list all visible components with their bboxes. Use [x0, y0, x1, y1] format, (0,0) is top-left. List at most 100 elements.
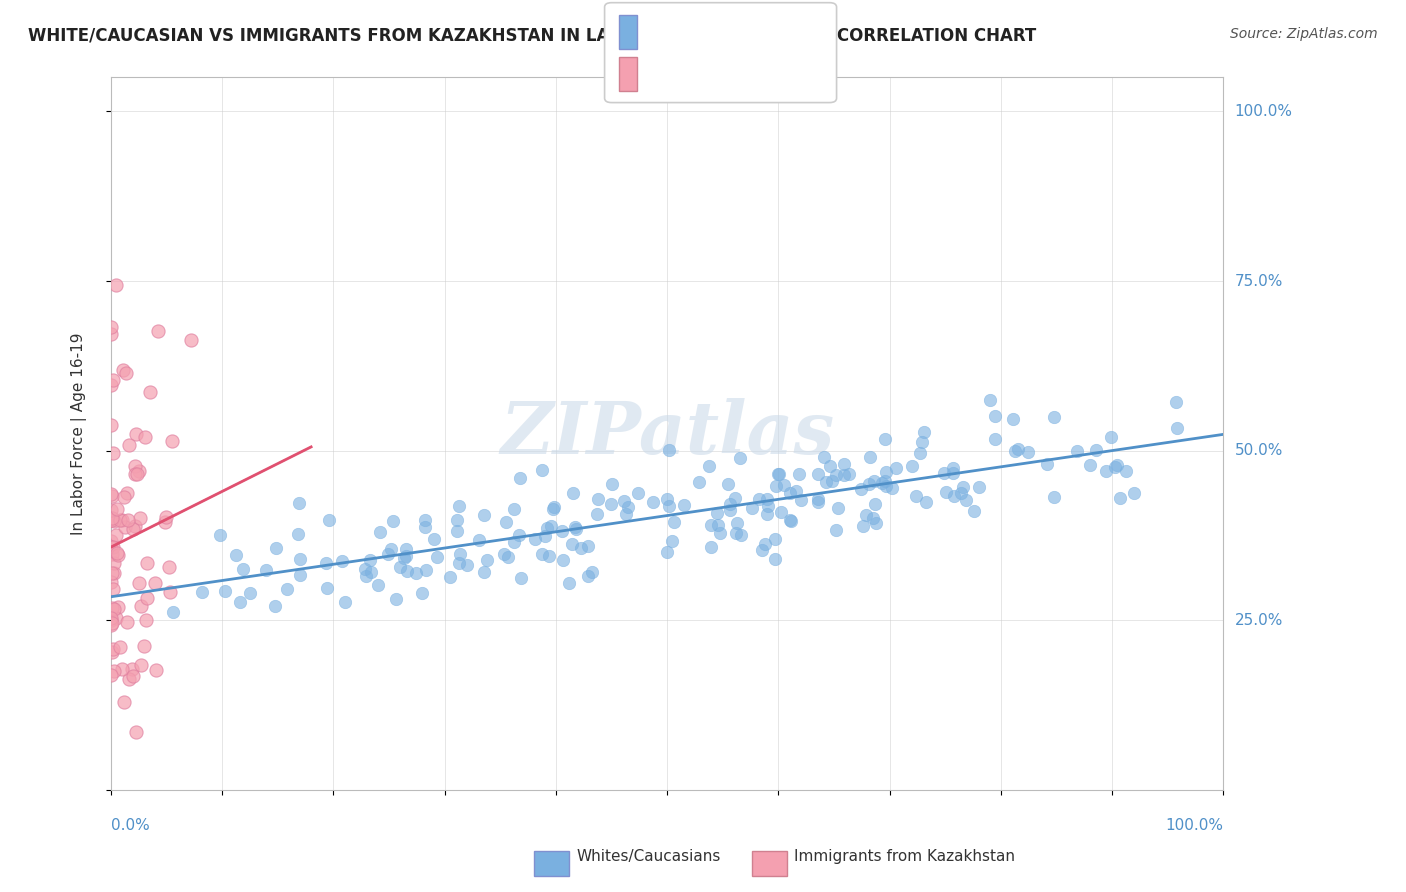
- Point: [832, 467, 855, 482]
- Point: [700, 517, 723, 532]
- Point: [859, 450, 882, 464]
- Point: [530, 547, 553, 561]
- Text: Immigrants from Kazakhstan: Immigrants from Kazakhstan: [794, 849, 1015, 863]
- Point: [756, 508, 779, 522]
- Point: [858, 477, 880, 491]
- Point: [534, 528, 557, 542]
- Point: [1085, 442, 1108, 457]
- Point: [125, 467, 148, 481]
- Point: [105, 277, 128, 292]
- Text: 0.905: 0.905: [686, 45, 742, 62]
- Point: [100, 540, 122, 554]
- Point: [825, 467, 848, 482]
- Point: [124, 518, 146, 533]
- Point: [569, 541, 592, 555]
- Point: [333, 595, 356, 609]
- Point: [359, 553, 381, 567]
- Point: [880, 481, 903, 495]
- Point: [474, 508, 496, 523]
- Point: [914, 494, 936, 508]
- Point: [728, 450, 751, 465]
- Point: [129, 657, 152, 672]
- Point: [101, 600, 124, 615]
- Point: [287, 496, 309, 510]
- Point: [101, 446, 124, 460]
- Point: [103, 602, 125, 616]
- Point: [617, 500, 640, 514]
- Point: [360, 565, 382, 579]
- Point: [124, 467, 146, 481]
- Point: [155, 510, 177, 524]
- Point: [385, 592, 408, 607]
- Point: [100, 534, 122, 549]
- Point: [101, 373, 124, 387]
- Point: [160, 434, 183, 449]
- Point: [103, 641, 125, 656]
- Point: [657, 492, 679, 507]
- Point: [1042, 490, 1064, 504]
- Point: [315, 556, 337, 570]
- Point: [101, 512, 124, 526]
- Point: [807, 492, 830, 507]
- Point: [191, 584, 214, 599]
- Text: 0.0%: 0.0%: [111, 819, 149, 833]
- Point: [117, 615, 139, 630]
- Point: [449, 499, 471, 513]
- Point: [741, 500, 763, 515]
- Point: [614, 507, 637, 521]
- Point: [952, 480, 974, 494]
- Point: [101, 582, 124, 597]
- Point: [1104, 460, 1126, 475]
- Point: [100, 566, 122, 580]
- Point: [509, 571, 531, 585]
- Point: [627, 486, 650, 500]
- Point: [855, 508, 877, 523]
- Point: [870, 475, 893, 490]
- Point: [536, 521, 558, 535]
- Point: [107, 600, 129, 615]
- Point: [136, 556, 159, 570]
- Text: 100.0%: 100.0%: [1166, 819, 1223, 833]
- Point: [725, 516, 748, 530]
- Point: [330, 553, 353, 567]
- Point: [276, 582, 298, 596]
- Point: [254, 563, 277, 577]
- Point: [382, 514, 405, 528]
- Point: [162, 606, 184, 620]
- Point: [780, 514, 803, 528]
- Point: [103, 556, 125, 570]
- Point: [100, 618, 122, 632]
- Point: [395, 565, 418, 579]
- Point: [770, 505, 793, 519]
- Point: [1099, 430, 1122, 444]
- Point: [875, 475, 897, 489]
- Point: [706, 506, 728, 520]
- Point: [751, 542, 773, 557]
- Point: [392, 551, 415, 566]
- Point: [117, 513, 139, 527]
- Point: [125, 426, 148, 441]
- Point: [1007, 442, 1029, 456]
- Point: [110, 513, 132, 527]
- Point: [503, 535, 526, 549]
- Point: [100, 418, 122, 433]
- Point: [411, 585, 433, 599]
- Point: [135, 613, 157, 627]
- Point: [763, 552, 786, 566]
- Point: [100, 378, 122, 392]
- Point: [763, 533, 786, 547]
- Point: [718, 503, 741, 517]
- Point: [558, 575, 581, 590]
- Point: [136, 591, 159, 605]
- Point: [496, 549, 519, 564]
- Point: [112, 695, 135, 709]
- Point: [912, 425, 935, 439]
- Point: [967, 480, 990, 494]
- Point: [214, 583, 236, 598]
- Point: [540, 519, 562, 533]
- Point: [100, 611, 122, 625]
- Point: [439, 570, 461, 584]
- Point: [264, 599, 287, 614]
- Point: [541, 501, 564, 516]
- Point: [121, 662, 143, 676]
